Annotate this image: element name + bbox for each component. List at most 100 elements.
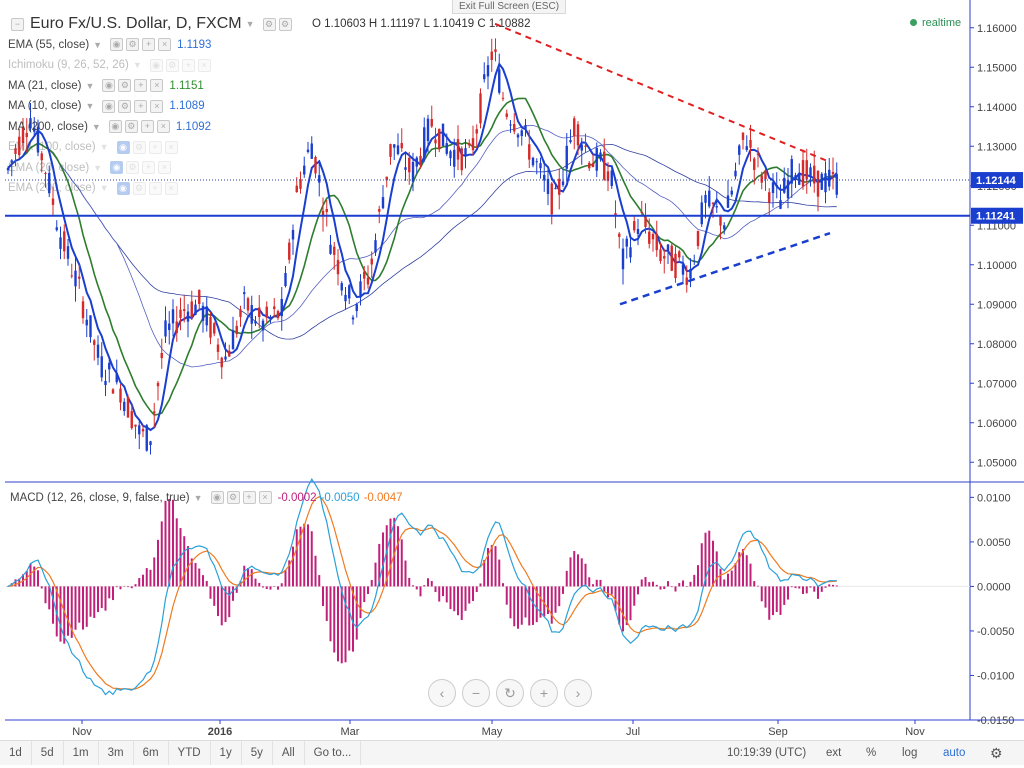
chevron-down-icon[interactable]: ▼ — [93, 39, 103, 50]
eye-icon[interactable]: ◉ — [110, 38, 124, 52]
scroll-right-icon[interactable]: › — [564, 679, 592, 707]
indicator-label[interactable]: MA (21, close) — [8, 79, 82, 92]
chevron-down-icon[interactable]: ▼ — [99, 142, 109, 153]
timeframe-button[interactable]: 1m — [64, 741, 99, 765]
candles[interactable] — [6, 38, 838, 455]
indicator-row[interactable]: MA (200, close) ▼ ◉ ⚙ + × 1.1092 — [8, 117, 292, 138]
indicator-label[interactable]: EMA (100, close) — [8, 141, 96, 154]
scroll-left-icon[interactable]: ‹ — [428, 679, 456, 707]
resistance-trendline[interactable] — [494, 22, 831, 163]
close-icon[interactable]: × — [164, 140, 178, 154]
gear-icon[interactable]: ⚙ — [126, 38, 140, 52]
support-trendline[interactable] — [619, 231, 831, 306]
chevron-down-icon[interactable]: ▼ — [85, 80, 95, 91]
eye-icon[interactable]: ◉ — [149, 58, 163, 72]
indicator-label[interactable]: MA (200, close) — [8, 120, 88, 133]
candle-body — [734, 170, 737, 177]
indicator-row[interactable]: MA (21, close) ▼ ◉ ⚙ + × 1.1151 — [8, 76, 292, 97]
gear-icon[interactable]: ⚙ — [118, 99, 132, 113]
indicator-row[interactable]: EMA (200, close) ▼ ◉ ⚙ + × — [8, 178, 292, 199]
gear-icon[interactable]: ⚙ — [132, 140, 146, 154]
percent-toggle[interactable]: % — [866, 747, 877, 759]
ext-toggle[interactable]: ext — [826, 747, 842, 759]
indicator-label[interactable]: EMA (20, close) — [8, 161, 90, 174]
log-toggle[interactable]: log — [902, 747, 918, 759]
eye-icon[interactable]: ◉ — [102, 99, 116, 113]
chevron-down-icon[interactable]: ▼ — [193, 492, 203, 503]
plus-icon[interactable]: + — [134, 79, 148, 93]
gear-icon[interactable]: ⚙ — [126, 161, 140, 175]
timeframe-button[interactable]: Go to... — [305, 741, 362, 765]
indicator-row[interactable]: EMA (20, close) ▼ ◉ ⚙ + × — [8, 158, 292, 179]
plus-icon[interactable]: + — [142, 161, 156, 175]
close-icon[interactable]: × — [150, 79, 164, 93]
timeframe-button[interactable]: 1y — [211, 741, 242, 765]
ma-200-line[interactable] — [7, 142, 837, 340]
ema-55-line[interactable] — [7, 124, 837, 368]
macd-hist-bar — [367, 586, 369, 595]
gear-icon[interactable]: ⚙ — [278, 17, 292, 31]
close-icon[interactable]: × — [150, 99, 164, 113]
indicator-label[interactable]: Ichimoku (9, 26, 52, 26) — [8, 59, 129, 72]
zoom-in-icon[interactable]: + — [530, 679, 558, 707]
timeframe-button[interactable]: All — [273, 741, 305, 765]
close-icon[interactable]: × — [197, 58, 211, 72]
exit-fullscreen-button[interactable]: Exit Full Screen (ESC) — [452, 0, 567, 14]
plus-icon[interactable]: + — [140, 120, 154, 134]
indicator-row[interactable]: MA (10, close) ▼ ◉ ⚙ + × 1.1089 — [8, 96, 292, 117]
gear-icon[interactable]: ⚙ — [118, 79, 132, 93]
timeframe-button[interactable]: YTD — [169, 741, 211, 765]
eye-icon[interactable]: ◉ — [102, 79, 116, 93]
eye-icon[interactable]: ◉ — [116, 181, 130, 195]
indicator-label[interactable]: EMA (200, close) — [8, 182, 96, 195]
indicator-label[interactable]: MA (10, close) — [8, 100, 82, 113]
macd-label[interactable]: MACD (12, 26, close, 9, false, true) — [10, 491, 190, 504]
chevron-down-icon[interactable]: ▼ — [85, 101, 95, 112]
plus-icon[interactable]: + — [142, 38, 156, 52]
gear-icon[interactable]: ⚙ — [262, 17, 276, 31]
chevron-down-icon[interactable]: ▼ — [93, 162, 103, 173]
chevron-down-icon[interactable]: ▼ — [245, 19, 255, 30]
plus-icon[interactable]: + — [148, 140, 162, 154]
gear-icon[interactable]: ⚙ — [132, 181, 146, 195]
macd-signal-line[interactable] — [7, 495, 837, 690]
gear-icon[interactable]: ⚙ — [124, 120, 138, 134]
candle-body — [779, 200, 782, 209]
indicator-row[interactable]: EMA (55, close) ▼ ◉ ⚙ + × 1.1193 — [8, 35, 292, 56]
chevron-down-icon[interactable]: ▼ — [91, 121, 101, 132]
timeframe-button[interactable]: 5d — [32, 741, 64, 765]
eye-icon[interactable]: ◉ — [110, 161, 124, 175]
indicator-label[interactable]: EMA (55, close) — [8, 38, 90, 51]
eye-icon[interactable]: ◉ — [116, 140, 130, 154]
candle-body — [723, 225, 726, 230]
eye-icon[interactable]: ◉ — [108, 120, 122, 134]
chevron-down-icon[interactable]: ▼ — [99, 183, 109, 194]
plus-icon[interactable]: + — [148, 181, 162, 195]
reset-icon[interactable]: ↻ — [496, 679, 524, 707]
indicator-row[interactable]: EMA (100, close) ▼ ◉ ⚙ + × — [8, 137, 292, 158]
symbol-title[interactable]: Euro Fx/U.S. Dollar, D, FXCM — [30, 15, 242, 33]
settings-icon[interactable]: ⚙ — [990, 745, 1003, 761]
timeframe-button[interactable]: 1d — [0, 741, 32, 765]
timeframe-button[interactable]: 5y — [242, 741, 273, 765]
auto-toggle[interactable]: auto — [943, 747, 966, 759]
close-icon[interactable]: × — [156, 120, 170, 134]
indicator-row[interactable]: Ichimoku (9, 26, 52, 26) ▼ ◉ ⚙ + × — [8, 55, 292, 76]
plus-icon[interactable]: + — [134, 99, 148, 113]
close-icon[interactable]: × — [258, 491, 272, 504]
macd-line[interactable] — [7, 478, 837, 696]
collapse-icon[interactable]: − — [11, 17, 24, 31]
gear-icon[interactable]: ⚙ — [165, 58, 179, 72]
plus-icon[interactable]: + — [181, 58, 195, 72]
gear-icon[interactable]: ⚙ — [226, 491, 240, 504]
timeframe-button[interactable]: 3m — [99, 741, 134, 765]
chevron-down-icon[interactable]: ▼ — [132, 60, 142, 71]
eye-icon[interactable]: ◉ — [210, 491, 224, 504]
zoom-out-icon[interactable]: − — [462, 679, 490, 707]
close-icon[interactable]: × — [158, 161, 172, 175]
close-icon[interactable]: × — [158, 38, 172, 52]
plus-icon[interactable]: + — [242, 491, 256, 504]
price-chart[interactable]: 1.160001.150001.140001.130001.120001.110… — [0, 0, 1024, 740]
close-icon[interactable]: × — [164, 181, 178, 195]
timeframe-button[interactable]: 6m — [134, 741, 169, 765]
